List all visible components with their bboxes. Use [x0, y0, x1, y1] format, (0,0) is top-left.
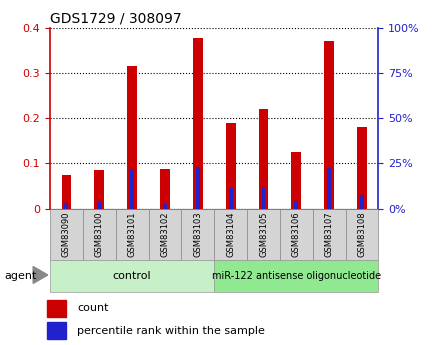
Bar [97, 203, 101, 209]
Bar [279, 209, 312, 260]
Bar [181, 209, 214, 260]
Bar [115, 209, 148, 260]
Text: agent: agent [4, 271, 36, 281]
Bar [214, 260, 378, 292]
Bar [192, 38, 202, 209]
Bar [261, 187, 265, 209]
Bar [50, 209, 82, 260]
Text: GSM83108: GSM83108 [357, 211, 366, 257]
Bar [356, 127, 366, 209]
Bar [323, 41, 333, 209]
Polygon shape [33, 266, 48, 284]
Text: GSM83107: GSM83107 [324, 211, 333, 257]
Bar [61, 175, 71, 209]
Bar [130, 169, 134, 209]
Bar [326, 168, 330, 209]
Text: percentile rank within the sample: percentile rank within the sample [77, 326, 265, 336]
Bar [312, 209, 345, 260]
Text: GSM83100: GSM83100 [95, 211, 104, 257]
Text: count: count [77, 303, 108, 313]
Text: GSM83090: GSM83090 [62, 211, 71, 257]
Bar [94, 170, 104, 209]
Bar [359, 195, 363, 209]
Bar [294, 200, 298, 209]
Text: miR-122 antisense oligonucleotide: miR-122 antisense oligonucleotide [211, 271, 380, 281]
Bar [291, 152, 301, 209]
Bar [47, 322, 66, 339]
Bar [127, 66, 137, 209]
Text: GSM83101: GSM83101 [127, 211, 136, 257]
Text: GSM83106: GSM83106 [291, 211, 300, 257]
Text: control: control [112, 271, 151, 281]
Text: GSM83104: GSM83104 [226, 211, 235, 257]
Text: GDS1729 / 308097: GDS1729 / 308097 [50, 11, 181, 25]
Bar [50, 260, 214, 292]
Bar [214, 209, 247, 260]
Bar [148, 209, 181, 260]
Bar [247, 209, 279, 260]
Bar [258, 109, 268, 209]
Text: GSM83105: GSM83105 [258, 211, 267, 257]
Bar [228, 188, 232, 209]
Text: GSM83102: GSM83102 [160, 211, 169, 257]
Bar [225, 123, 235, 209]
Bar [160, 169, 170, 209]
Text: GSM83103: GSM83103 [193, 211, 202, 257]
Bar [64, 203, 68, 209]
Bar [163, 204, 167, 209]
Bar [47, 300, 66, 317]
Bar [82, 209, 115, 260]
Bar [195, 167, 199, 209]
Bar [345, 209, 378, 260]
